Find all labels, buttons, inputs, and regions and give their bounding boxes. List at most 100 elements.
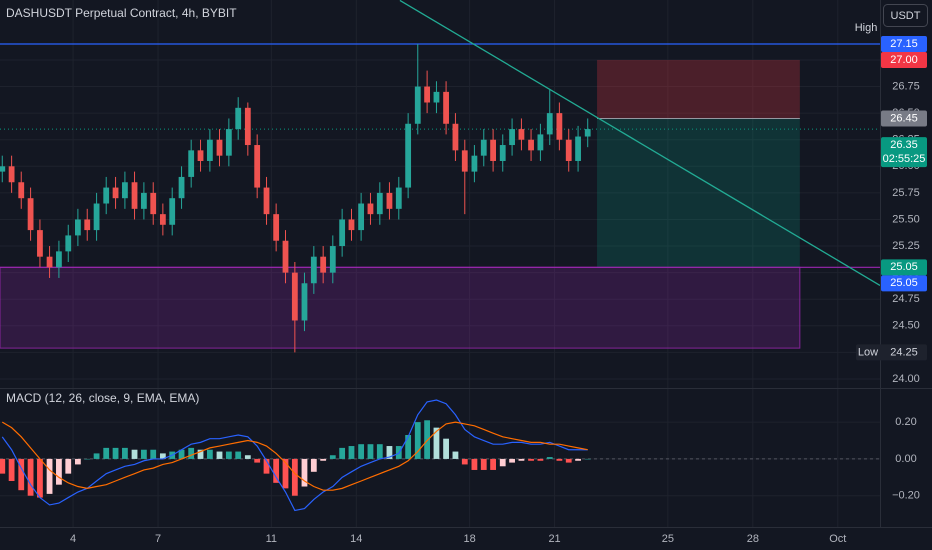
candle-body (386, 192, 393, 209)
chart-title: DASHUSDT Perpetual Contract, 4h, BYBIT (6, 6, 237, 20)
histogram-bar (452, 451, 459, 459)
histogram-bar (556, 458, 563, 461)
candle-body (112, 187, 119, 199)
price-label-box (881, 137, 927, 168)
candle-body (206, 139, 213, 161)
y-tick-label: 24.75 (892, 293, 920, 305)
histogram-bar (216, 451, 223, 459)
candle-body (395, 187, 402, 209)
histogram-bar (565, 458, 572, 463)
candle-body (46, 256, 53, 268)
x-tick-label: 18 (463, 533, 475, 545)
histogram-bar (8, 458, 15, 481)
candle-body (480, 139, 487, 156)
histogram-bar (282, 458, 289, 489)
histogram-bar (443, 438, 449, 459)
candle-body (301, 283, 308, 321)
candle-body (37, 230, 43, 257)
histogram-bar (291, 458, 298, 496)
candle-body (282, 240, 289, 273)
histogram-bar (320, 458, 327, 461)
x-tick-label: 14 (350, 533, 362, 545)
histogram-bar (235, 451, 242, 459)
candle-body (197, 150, 204, 161)
histogram-bar (37, 458, 43, 498)
histogram-bar (584, 458, 591, 460)
candle-body (8, 166, 15, 183)
x-tick-label: 25 (662, 533, 674, 545)
candle-body (546, 113, 553, 135)
candle-body (499, 145, 506, 161)
histogram-bar (122, 447, 128, 459)
candle-body (452, 123, 459, 151)
candle-body (556, 113, 563, 140)
histogram-bar (329, 455, 336, 459)
histogram-bar (575, 458, 581, 461)
candle-body (169, 198, 176, 225)
histogram-bar (18, 458, 25, 491)
histogram-bar (546, 457, 553, 459)
signal-line (1, 421, 588, 491)
y-tick-label: 24.50 (892, 320, 920, 332)
low-tag-label: Low (858, 346, 878, 358)
candle-body (0, 166, 6, 172)
histogram-bar (65, 458, 72, 474)
low-tag (856, 344, 927, 361)
price-label: 26.45 (890, 112, 918, 124)
x-tick-label: 11 (266, 533, 277, 545)
price-label-box (881, 259, 927, 276)
candle-body (140, 192, 147, 209)
candle-body (320, 256, 327, 273)
candle-body (65, 235, 72, 252)
currency-label[interactable]: USDT (891, 10, 921, 22)
candle-body (490, 139, 497, 161)
stop-zone (597, 59, 800, 119)
histogram-bar (159, 453, 166, 459)
target-zone (597, 118, 800, 268)
price-label: 25.05 (890, 277, 918, 289)
histogram-bar (27, 458, 34, 496)
candle-body (244, 107, 251, 146)
histogram-bar (348, 446, 355, 459)
candle-body (348, 219, 355, 231)
candle-body (339, 219, 346, 247)
histogram-bar (367, 444, 374, 459)
candle-body (537, 134, 544, 151)
candle-body (27, 198, 34, 231)
candle-body (405, 123, 412, 188)
candle-body (565, 139, 572, 161)
histogram-bar (405, 435, 412, 459)
histogram-bar (471, 458, 478, 470)
x-tick-label: 28 (747, 533, 759, 545)
price-label-box (881, 51, 927, 68)
histogram-bar (46, 458, 53, 494)
histogram-bar (490, 458, 497, 470)
candle-body (122, 182, 128, 199)
histogram-bar (263, 458, 270, 474)
candle-body (18, 182, 25, 199)
candle-body (131, 182, 138, 209)
candle-body (216, 139, 223, 156)
histogram-bar (84, 458, 91, 460)
price-label: 27.00 (890, 54, 918, 66)
histogram-bar (424, 420, 431, 459)
candle-body (84, 219, 91, 231)
price-label: 27.15 (890, 38, 918, 50)
y-tick-label: 25.25 (892, 240, 920, 252)
y-tick-label: 24.00 (892, 373, 920, 385)
y-tick-label: −0.20 (892, 490, 920, 502)
currency-button[interactable] (883, 4, 928, 27)
histogram-bar (528, 458, 534, 461)
histogram-bar (480, 458, 487, 470)
candle-body (310, 256, 317, 284)
candle-body (178, 176, 185, 199)
histogram-bar (433, 427, 440, 459)
candle-body (575, 136, 581, 161)
histogram-bar (254, 458, 261, 463)
price-label-box (881, 110, 927, 127)
candle-body (188, 150, 195, 177)
price-label: 25.05 (890, 261, 918, 273)
candle-body (235, 107, 242, 130)
